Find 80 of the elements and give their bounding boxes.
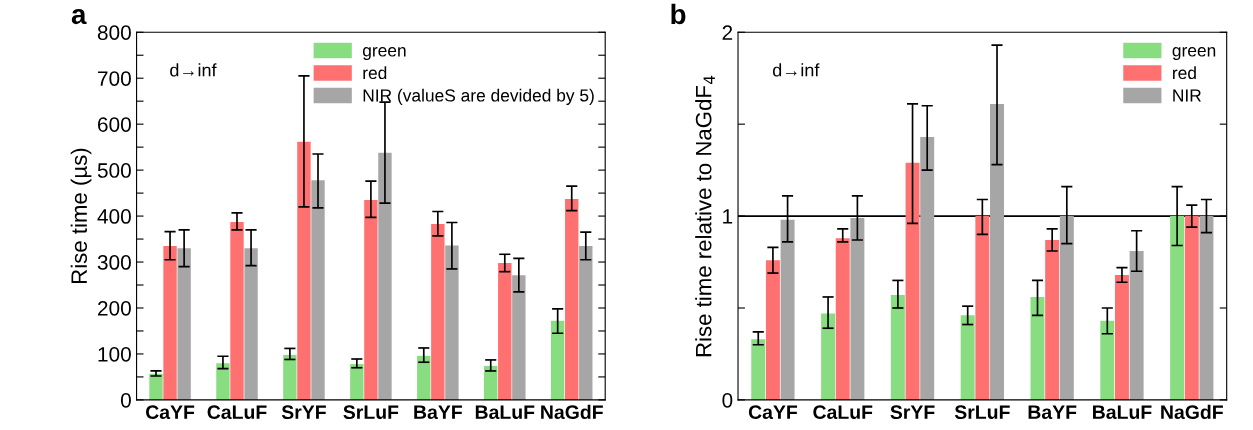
bar [283,354,297,400]
bar [350,364,364,400]
bar [905,162,920,400]
bar [765,260,780,400]
y-tick-label: 0 [722,392,733,408]
bar [850,217,865,400]
y-tick-label: 300 [97,255,131,270]
legend-label: red [363,66,387,80]
bar [216,363,230,400]
bar [565,199,579,400]
bar [821,313,836,400]
y-tick-label: 0 [120,392,131,408]
x-tick-label: BaYF [1028,405,1077,420]
y-axis-title: Rise time (µs) [70,148,92,283]
y-tick-label: 200 [98,300,131,316]
bar [550,320,565,400]
x-tick-label: SrYF [281,405,326,420]
x-tick-label: SrYF [890,405,935,420]
bar [149,373,163,400]
legend-label: NIR [1173,89,1201,102]
y-tick-label: 800 [97,25,131,40]
bar [975,216,990,400]
bar [1199,216,1214,400]
x-tick-label: CaYF [146,405,195,420]
x-tick-label: BaLuF [1093,405,1152,420]
bar [431,223,445,400]
y-tick-label: 1 [723,209,733,224]
bar [1100,320,1115,400]
bar [498,262,512,400]
bar [990,103,1004,400]
x-tick-label: SrLuF [954,405,1010,420]
bar [780,219,795,400]
bar [1184,216,1199,400]
y-tick-label: 2 [722,25,733,40]
bar [230,222,244,400]
x-tick-label: BaLuF [475,405,535,420]
chart-title: b [671,3,686,25]
y-tick-label: 500 [97,163,131,178]
bar [960,315,975,400]
y-tick-label: 600 [98,117,131,132]
bar [417,355,431,400]
bar [890,295,905,400]
annotation: d→inf [170,63,217,77]
bar [1059,216,1074,400]
bar [835,238,850,400]
bar [378,152,392,400]
bar [1129,251,1144,400]
bar [484,365,498,400]
x-tick-label: NaGdF [541,404,603,420]
bar [512,275,526,400]
bar [297,141,311,400]
x-tick-label: NaGdF [1161,404,1223,420]
bar [751,339,766,400]
legend-label: NIR (valueS are devided by 5) [363,88,594,106]
y-tick-label: 700 [98,71,131,86]
x-tick-label: CaLuF [207,405,267,420]
bar [311,180,325,400]
bar [920,137,935,400]
x-tick-label: CaYF [748,405,798,420]
bar [364,199,378,400]
bar [1030,296,1045,400]
x-tick-label: CaLuF [813,405,873,420]
legend-label: green [362,47,406,60]
y-tick-label: 100 [98,346,131,362]
bar [579,245,593,400]
chart-title: a [71,8,87,25]
legend-label: green [1172,47,1216,60]
y-axis-title: Rise time relative to NaGdF$_{4}$ [695,75,715,357]
annotation: d→inf [772,63,820,77]
bar [163,245,177,400]
legend-label: red [1173,66,1196,80]
x-tick-label: SrLuF [343,405,399,420]
y-tick-label: 400 [97,209,131,224]
bar [1045,239,1060,400]
bar [445,245,459,400]
bar [1170,216,1185,400]
bar [177,248,191,400]
x-tick-label: BaYF [414,405,462,420]
bar [1114,274,1129,400]
bar [244,248,258,400]
